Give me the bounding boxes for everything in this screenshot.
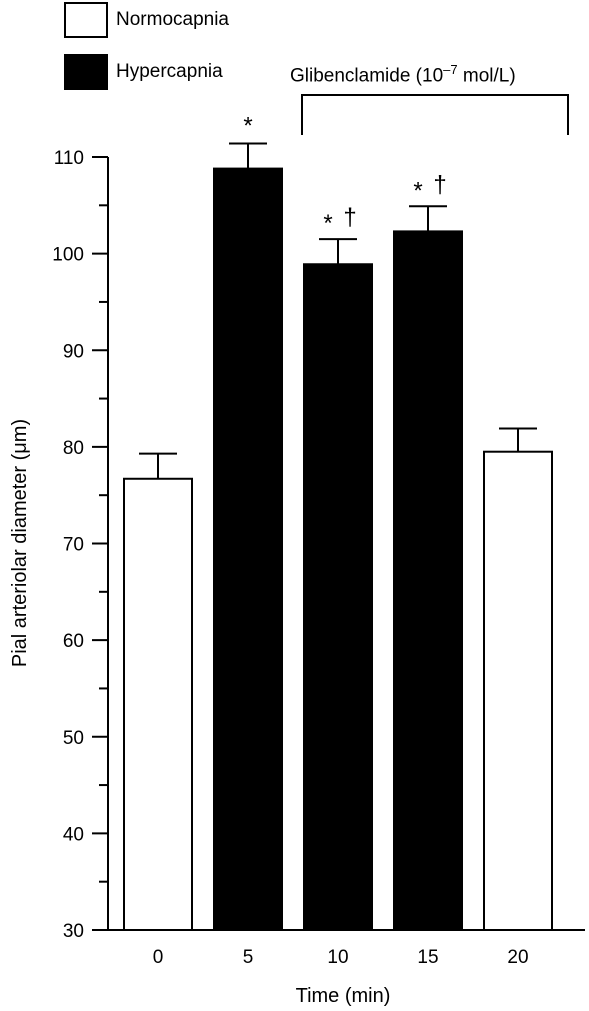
y-tick-label: 90 <box>63 341 84 362</box>
legend-label-normocapnia: Normocapnia <box>116 9 229 30</box>
significance-marker: * <box>323 210 332 237</box>
significance-marker: * <box>413 177 422 204</box>
y-tick-label: 60 <box>63 631 84 652</box>
significance-marker: * <box>243 112 252 139</box>
bar <box>303 263 373 932</box>
legend-swatch-hypercapnia <box>64 54 108 90</box>
y-ticks: 30 40 50 60 70 80 90 100 110 <box>52 148 108 942</box>
y-axis-title: Pial arteriolar diameter (μm) <box>9 419 31 667</box>
significance-marker: † <box>433 171 446 198</box>
y-tick-label: 50 <box>63 728 84 749</box>
x-tick-label: 20 <box>507 947 528 968</box>
bar <box>123 477 193 931</box>
significance-marker: † <box>343 204 356 231</box>
annotation-exponent: –7 <box>443 62 458 77</box>
y-tick-label: 100 <box>52 245 84 266</box>
y-tick-label: 40 <box>63 824 84 845</box>
glibenclamide-bracket <box>301 94 569 135</box>
annotation-prefix: Glibenclamide (10 <box>290 65 444 87</box>
bar <box>213 167 283 932</box>
bar <box>483 450 553 931</box>
glibenclamide-annotation: Glibenclamide (10–7 mol/L) <box>290 62 516 87</box>
x-axis-title: Time (min) <box>296 985 391 1007</box>
y-tick-label: 30 <box>63 921 84 942</box>
y-tick-label: 70 <box>63 535 84 556</box>
x-tick-label: 0 <box>153 947 164 968</box>
legend-item-hypercapnia: Hypercapnia <box>64 52 223 92</box>
x-tick-label: 10 <box>327 947 348 968</box>
annotation-suffix: mol/L) <box>457 65 516 87</box>
legend-swatch-normocapnia <box>64 2 108 38</box>
legend-item-normocapnia: Normocapnia <box>64 0 229 40</box>
x-tick-label: 5 <box>243 947 254 968</box>
y-tick-label: 80 <box>63 438 84 459</box>
x-tick-label: 15 <box>417 947 438 968</box>
bars: 0 5 * 10 * † 15 * † 20 <box>123 112 553 968</box>
y-tick-label: 110 <box>54 148 84 169</box>
bar <box>393 230 463 931</box>
legend-label-hypercapnia: Hypercapnia <box>116 61 223 82</box>
